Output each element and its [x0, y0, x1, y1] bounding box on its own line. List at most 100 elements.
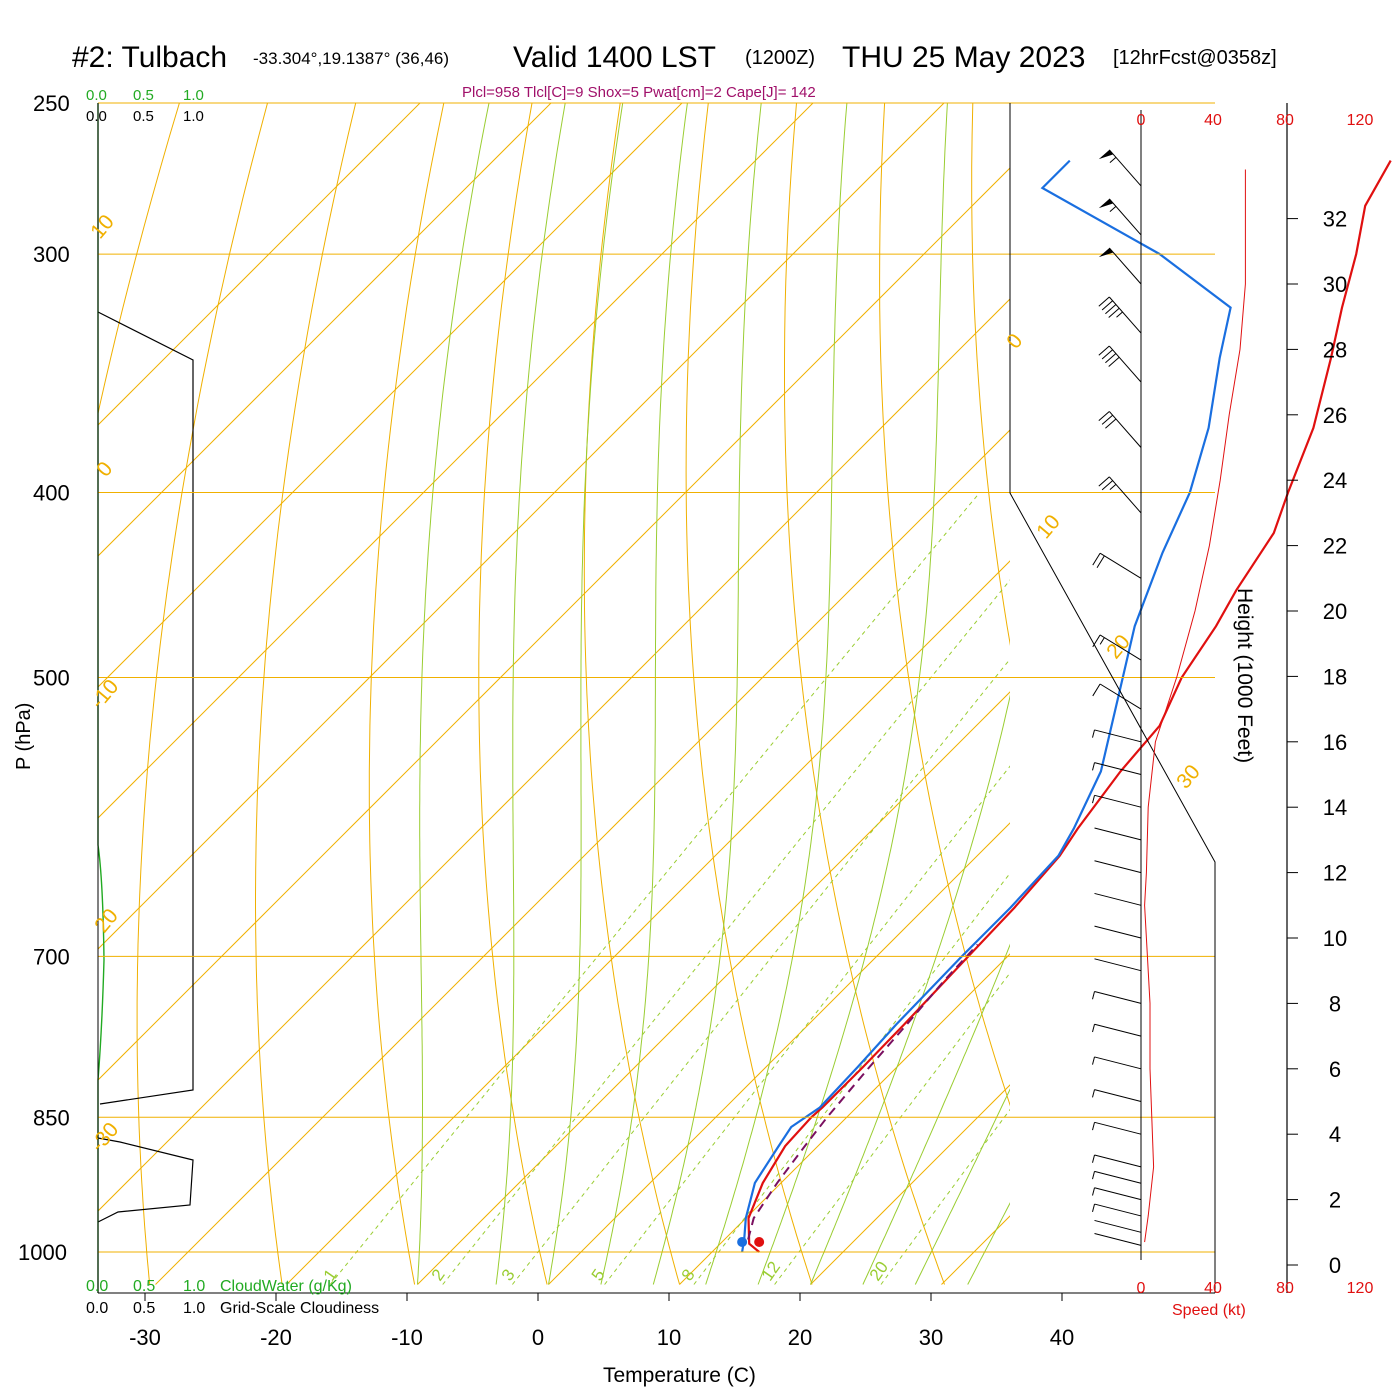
wind-barb-staff: [1094, 991, 1142, 1004]
pressure-tick-label: 400: [33, 481, 70, 506]
surface-temperature-marker: [754, 1237, 765, 1247]
surface-dewpoint-marker: [737, 1237, 748, 1247]
zulu-time: (1200Z): [745, 47, 815, 69]
wind-barb-half-flag: [1092, 795, 1095, 804]
wind-barb-staff: [1108, 411, 1142, 448]
wind-barb-flag: [1098, 296, 1110, 307]
mixing-ratio-label: 5: [588, 1266, 609, 1285]
wind-barb: [1094, 860, 1142, 874]
moist-adiabat-line: [862, 943, 1010, 1285]
wind-barb-staff: [1094, 1121, 1142, 1135]
speed-tick-top: 0: [1137, 112, 1146, 129]
moist-adiabat-line: [810, 694, 1010, 1285]
cloudiness-tick-top: 0.5: [133, 108, 154, 125]
wind-barb-staff: [1094, 1154, 1142, 1168]
mixing-ratio-line: [693, 872, 1010, 1285]
wind-barb-half-flag: [1092, 1171, 1095, 1180]
height-axis-title: Height (1000 Feet): [1233, 588, 1256, 763]
wind-barb-staff: [1099, 634, 1142, 661]
station-title: #2: Tulbach: [72, 41, 227, 74]
wind-barb-flag: [1092, 683, 1101, 697]
wind-barb-flag: [1092, 634, 1101, 648]
cloudiness-tick-top: 1.0: [183, 108, 204, 125]
cloudwater-tick-top: 1.0: [183, 87, 204, 104]
wind-barb-staff: [1094, 1219, 1142, 1233]
wind-barb-half-flag: [1092, 1187, 1095, 1196]
temperature-tick-label: 20: [788, 1325, 812, 1350]
wind-barb-staff: [1094, 1023, 1142, 1037]
wind-barb-half-flag: [1099, 637, 1105, 645]
speed-tick-bottom: 0: [1137, 1280, 1146, 1297]
moist-adiabat-line: [417, 103, 490, 1285]
mixing-ratio-label: 2: [428, 1266, 449, 1285]
pressure-tick-label: 500: [33, 666, 70, 691]
wind-barb-staff: [1094, 762, 1142, 775]
height-tick-label: 4: [1329, 1122, 1341, 1147]
isotherm-line: [98, 298, 1010, 1212]
wind-barb-flag: [1096, 555, 1105, 569]
wind-barb-staff: [1094, 1089, 1142, 1102]
cloudiness-tick: 1.0: [183, 1300, 205, 1317]
isotherm-line: [98, 103, 945, 950]
wind-barb: [1092, 762, 1142, 775]
cloudwater-tick: 1.0: [183, 1278, 205, 1295]
dry-adiabat-label: 20: [1102, 631, 1135, 664]
cloudiness-profile: [97, 1137, 194, 1223]
wind-barb: [1092, 634, 1142, 661]
height-tick-label: 8: [1329, 991, 1341, 1016]
dry-adiabat-line: [1237, 103, 1400, 1285]
wind-barb-staff: [1094, 958, 1142, 972]
wind-barb-half-flag: [1092, 1203, 1095, 1212]
height-tick-label: 16: [1323, 730, 1347, 755]
wind-barb: [1094, 892, 1142, 906]
wind-barb: [1092, 1056, 1142, 1070]
wind-barb-half-flag: [1092, 1154, 1095, 1163]
isotherm-line: [155, 429, 1010, 1285]
isotherm-line: [98, 167, 1010, 1081]
dry-adiabat-line: [583, 103, 681, 1285]
wind-barb-half-flag: [1092, 1089, 1095, 1098]
cloudwater-legend: CloudWater (g/Kg): [220, 1278, 352, 1295]
cloudwater-tick-top: 0.0: [86, 87, 107, 104]
cloudiness-profile: [97, 311, 194, 1105]
pressure-tick-label: 850: [33, 1105, 70, 1130]
wind-barb-flag: [1105, 353, 1117, 364]
wind-barb-half-flag: [1109, 206, 1117, 213]
dry-adiabat-line: [255, 103, 357, 1285]
height-tick-label: 20: [1323, 599, 1347, 624]
wind-barb-staff: [1094, 860, 1142, 874]
height-tick-label: 2: [1329, 1188, 1341, 1213]
wind-barb-staff: [1108, 198, 1142, 236]
moist-adiabat-line: [705, 103, 848, 1285]
cloudiness-tick: 0.0: [86, 1300, 108, 1317]
wind-barb: [1094, 958, 1142, 972]
wind-barb-pennant: [1098, 149, 1114, 160]
dewpoint-trace: [741, 159, 1232, 1253]
dry-adiabat-label: 0: [92, 457, 117, 481]
mixing-ratio-label: 20: [866, 1258, 892, 1284]
wind-barb-flag: [1098, 345, 1110, 356]
wind-barb-half-flag: [1116, 311, 1123, 318]
height-tick-label: 28: [1323, 337, 1347, 362]
mixing-ratio-label: 12: [758, 1258, 784, 1284]
moist-adiabat-line: [652, 103, 762, 1285]
cloudiness-legend: Grid-Scale Cloudiness: [220, 1300, 379, 1317]
wind-barb-half-flag: [1092, 1122, 1095, 1131]
wind-barb-staff: [1099, 552, 1142, 579]
wind-barb: [1094, 1233, 1142, 1246]
height-tick-label: 12: [1323, 861, 1347, 886]
wind-barb-staff: [1094, 925, 1142, 939]
wind-barb: [1098, 345, 1142, 383]
parcel-trace: [747, 943, 979, 1240]
mixing-ratio-line: [512, 658, 1010, 1285]
wind-barb-staff: [1108, 476, 1142, 514]
wind-barb-flag: [1105, 304, 1117, 315]
cloudiness-tick-top: 0.0: [86, 108, 107, 125]
wind-barb: [1098, 149, 1142, 187]
wind-barb: [1092, 729, 1142, 743]
dry-adiabat-label: 0: [1002, 329, 1027, 353]
wind-barb-flag: [1101, 300, 1113, 311]
wind-barb: [1094, 827, 1142, 841]
wind-barb-staff: [1094, 1056, 1142, 1070]
